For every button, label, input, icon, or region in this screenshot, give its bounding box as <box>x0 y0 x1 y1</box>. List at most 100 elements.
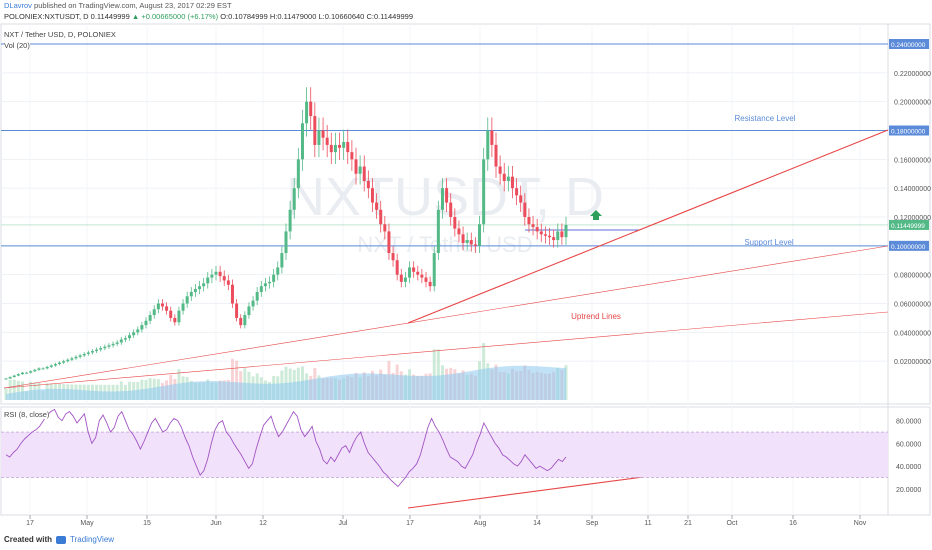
candle-body <box>494 144 498 167</box>
price-tick-label: 0.20000000 <box>894 100 931 107</box>
candle-body <box>502 173 506 181</box>
candle-body <box>515 188 519 196</box>
annotation-text: Uptrend Lines <box>571 312 621 321</box>
candle-body <box>53 364 57 366</box>
time-tick-label: 17 <box>26 520 34 527</box>
volume-bar <box>20 381 24 400</box>
rsi-label[interactable]: RSI (8, close) <box>4 410 50 419</box>
candle-body <box>387 231 391 254</box>
candle-body <box>342 142 346 148</box>
candle-body <box>424 277 428 282</box>
candle-body <box>465 240 469 243</box>
time-tick-label: May <box>80 520 94 527</box>
candle-body <box>33 369 37 372</box>
candle-body <box>235 303 239 318</box>
candle-body <box>498 166 502 174</box>
publisher-user[interactable]: DLavrov <box>4 1 32 10</box>
candle-body <box>449 202 453 217</box>
price-axis[interactable]: 0.22000000 0.20000000 0.16000000 0.14000000… <box>889 39 931 494</box>
main-pane-title[interactable]: NXT / Tether USD, D, POLONIEX <box>4 30 116 39</box>
price-tick-label: 0.04000000 <box>894 330 931 337</box>
candle-body <box>556 231 560 241</box>
candle-body <box>16 374 20 376</box>
price-change: ▲ +0.00665000 (+6.17%) <box>132 12 218 21</box>
candle-body <box>490 130 494 145</box>
candle-body <box>296 159 300 189</box>
candle-body <box>214 271 218 275</box>
candle-body <box>338 144 342 148</box>
time-tick-label: 14 <box>533 520 541 527</box>
level-price-tag <box>889 39 929 49</box>
candle-body <box>193 289 197 292</box>
level-price-tag <box>889 240 929 251</box>
rsi-tick-label: 80.0000 <box>896 419 921 426</box>
footer: Created with TradingView <box>4 535 114 544</box>
candle-body <box>70 358 74 360</box>
time-tick-label: 15 <box>143 520 151 527</box>
candle-body <box>58 362 62 365</box>
candle-body <box>247 306 251 316</box>
level-price-label: 0.18000000 <box>891 129 926 136</box>
candle-body <box>478 224 482 246</box>
candle-body <box>309 101 313 117</box>
rsi-tick-label: 60.0000 <box>896 441 921 448</box>
candle-body <box>552 237 556 241</box>
candle-body <box>350 152 354 160</box>
candle-body <box>461 234 465 243</box>
time-tick-label: Aug <box>474 520 487 527</box>
candle-body <box>305 101 309 124</box>
time-axis[interactable]: 17 May 15 Jun 12 Jul 17 Aug 14 Sep 11 21 Oct 16 Nov <box>26 515 867 527</box>
candle-body <box>74 356 78 359</box>
tradingview-logo-icon <box>56 535 67 544</box>
candle-body <box>284 231 288 254</box>
candle-body <box>288 209 292 232</box>
candle-body <box>272 274 276 282</box>
rsi-uptrend-line <box>407 474 659 509</box>
annotations: Resistance Level Support Level Uptrend Lin… <box>571 114 796 321</box>
candle-body <box>391 253 395 261</box>
price-tick-label: 0.16000000 <box>894 157 931 164</box>
watermark-ticker: NXTUSDT, D <box>286 167 604 227</box>
candle-body <box>90 351 94 353</box>
candle-body <box>107 345 111 347</box>
candle-body <box>436 209 440 254</box>
candle-body <box>362 166 366 181</box>
uptrend-line <box>3 245 889 389</box>
candle-body <box>523 202 527 217</box>
candle-body <box>548 235 552 238</box>
candle-body <box>440 188 444 210</box>
candle-body <box>78 355 82 357</box>
candle-body <box>346 142 350 153</box>
candle-body <box>251 300 255 307</box>
rsi-line <box>5 408 567 488</box>
candle-body <box>111 343 115 346</box>
up-arrow-icon: ▲ <box>131 12 140 21</box>
candle-body <box>202 283 206 287</box>
candle-body <box>453 217 457 229</box>
candle-body <box>218 271 222 277</box>
candle-body <box>226 280 230 285</box>
candle-body <box>366 180 370 189</box>
annotation-text: Support Level <box>744 238 794 247</box>
candle-body <box>268 281 272 284</box>
footer-brand[interactable]: TradingView <box>70 535 115 544</box>
candle-body <box>210 274 214 278</box>
watermark-name: NXT / Tether USD <box>357 232 532 257</box>
candle-body <box>527 217 531 225</box>
level-price-label: 0.24000000 <box>891 42 926 49</box>
candle-body <box>469 240 473 245</box>
candle-body <box>230 284 234 304</box>
horizontal-levels <box>1 43 888 247</box>
last-price-label: 0.11449999 <box>891 223 925 230</box>
price-tick-label: 0.08000000 <box>894 273 931 280</box>
price-tick-label: 0.12000000 <box>894 215 931 222</box>
volume-label[interactable]: Vol (20) <box>4 41 30 50</box>
candle-body <box>333 144 337 153</box>
candle-body <box>45 366 49 369</box>
candle-body <box>25 372 29 374</box>
candle-body <box>420 274 424 278</box>
candle-body <box>457 228 461 235</box>
candle-body <box>317 130 321 145</box>
candle-body <box>181 303 185 311</box>
